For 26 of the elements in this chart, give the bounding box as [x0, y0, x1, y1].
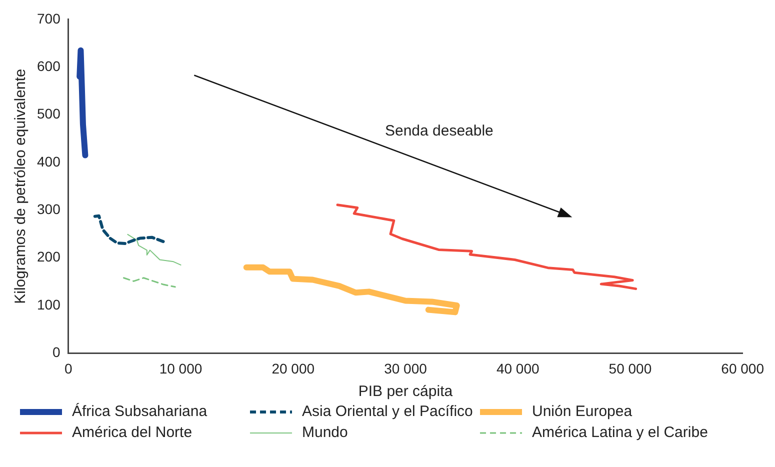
y-tick-label: 0 — [52, 344, 61, 360]
y-tick-label: 300 — [37, 201, 61, 217]
line-series — [123, 277, 176, 288]
legend-label: Mundo — [302, 424, 348, 441]
legend-label: América del Norte — [72, 424, 192, 441]
x-axis-title: PIB per cápita — [358, 383, 454, 400]
x-tick-label: 0 — [64, 360, 72, 376]
y-tick-label: 600 — [37, 58, 61, 74]
legend-label: Asia Oriental y el Pacífico — [302, 403, 473, 420]
y-tick-label: 400 — [37, 153, 61, 170]
y-tick-label: 500 — [37, 106, 61, 122]
y-tick-label: 700 — [37, 10, 61, 26]
x-tick-label: 20 000 — [272, 360, 315, 376]
y-axis-title: Kilogramos de petróleo equivalente — [12, 68, 30, 304]
y-tick-label: 100 — [37, 296, 61, 312]
y-tick-label: 200 — [37, 248, 61, 265]
x-tick-label: 60 000 — [721, 360, 764, 376]
legend-label: Unión Europea — [532, 403, 632, 420]
legend-label: África Subsahariana — [72, 403, 208, 420]
x-tick-label: 10 000 — [159, 360, 202, 376]
annotation: Senda deseable — [384, 122, 494, 140]
x-tick-label: 40 000 — [496, 360, 540, 376]
x-tick-label: 30 000 — [384, 360, 428, 376]
legend-label: América Latina y el Caribe — [532, 424, 708, 441]
x-tick-label: 50 000 — [608, 360, 652, 376]
line-series — [93, 214, 166, 246]
